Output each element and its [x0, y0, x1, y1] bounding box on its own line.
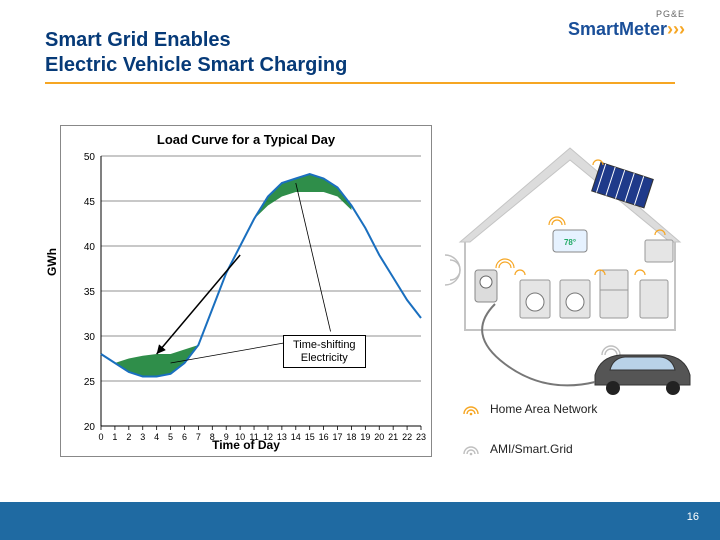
- svg-text:25: 25: [84, 377, 96, 388]
- svg-text:30: 30: [84, 332, 96, 343]
- load-curve-chart: Load Curve for a Typical Day 20253035404…: [60, 125, 432, 457]
- wifi-home-icon: [460, 400, 482, 418]
- legend-ami-grid: AMI/Smart.Grid: [460, 440, 573, 458]
- x-axis-label: Time of Day: [61, 438, 431, 452]
- title-line-1: Smart Grid Enables: [45, 29, 231, 51]
- legend-home-network: Home Area Network: [460, 400, 597, 418]
- brand-main-text: SmartMeter›››: [568, 20, 685, 40]
- fridge-icon: [600, 270, 628, 318]
- chart-canvas: 2025303540455001234567891011121314151617…: [61, 126, 431, 456]
- svg-text:45: 45: [84, 197, 96, 208]
- home-network-diagram: 78°: [445, 120, 695, 400]
- svg-text:40: 40: [84, 242, 96, 253]
- brand-logo: PG&E SmartMeter›››: [568, 10, 685, 40]
- svg-text:78°: 78°: [564, 238, 576, 247]
- slide-title: Smart Grid Enables Electric Vehicle Smar…: [45, 28, 347, 78]
- svg-text:50: 50: [84, 152, 96, 163]
- y-axis-label-outer: GWh: [45, 248, 59, 276]
- time-shift-annotation: Time-shifting Electricity: [283, 335, 366, 368]
- dishwasher-icon: [640, 280, 668, 318]
- diagram-canvas: 78°: [445, 120, 695, 400]
- page-number: 16: [680, 508, 706, 526]
- wifi-grid-icon: [460, 440, 482, 458]
- svg-text:20: 20: [84, 422, 96, 433]
- wifi-arc-icon: ›››: [667, 19, 685, 39]
- legend-grid-label: AMI/Smart.Grid: [490, 442, 573, 456]
- title-line-2: Electric Vehicle Smart Charging: [45, 54, 347, 76]
- svg-text:35: 35: [84, 287, 96, 298]
- title-underline: [45, 82, 675, 84]
- ac-unit-icon: [645, 240, 673, 262]
- footer-bar: [0, 502, 720, 540]
- legend-home-label: Home Area Network: [490, 402, 597, 416]
